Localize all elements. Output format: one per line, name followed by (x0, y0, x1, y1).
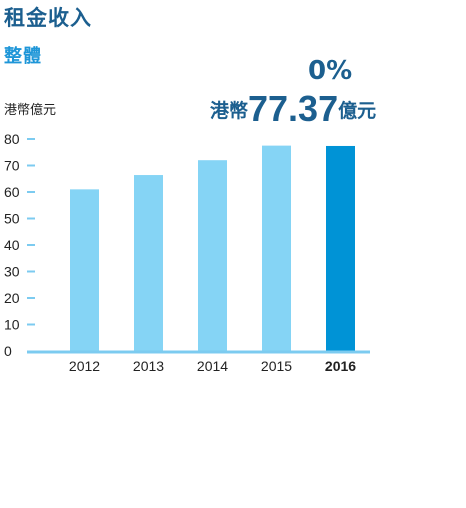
x-tick-label: 2013 (133, 358, 164, 374)
bar-2013 (134, 175, 163, 351)
bar-2016 (326, 145, 355, 351)
x-tick-label: 2016 (325, 358, 356, 374)
y-tick-label: 10 (4, 317, 20, 333)
chart-subtitle: 整體 (4, 46, 42, 67)
x-tick-label: 2015 (261, 358, 292, 374)
y-tick-label: 0 (4, 343, 12, 359)
y-tick-label: 20 (4, 290, 20, 306)
change-percentage: 0% (308, 56, 353, 86)
headline-prefix: 港幣 (210, 100, 249, 122)
y-tick-label: 50 (4, 211, 20, 227)
headline-value: 77.37 (248, 88, 339, 129)
y-tick-label: 80 (4, 131, 20, 147)
bar-2015 (262, 145, 291, 351)
bar-2012 (70, 189, 99, 351)
x-tick-label: 2012 (69, 358, 100, 374)
headline-suffix: 億元 (338, 100, 377, 122)
x-tick-label: 2014 (197, 358, 228, 374)
y-axis-unit-label: 港幣億元 (4, 103, 57, 118)
y-tick-label: 40 (4, 237, 20, 253)
y-tick-label: 30 (4, 264, 20, 280)
y-tick-label: 60 (4, 184, 20, 200)
headline-figure: 港幣77.37億元 (210, 88, 376, 130)
chart-title: 租金收入 (4, 6, 92, 30)
bar-2014 (198, 160, 227, 351)
y-tick-label: 70 (4, 158, 20, 174)
